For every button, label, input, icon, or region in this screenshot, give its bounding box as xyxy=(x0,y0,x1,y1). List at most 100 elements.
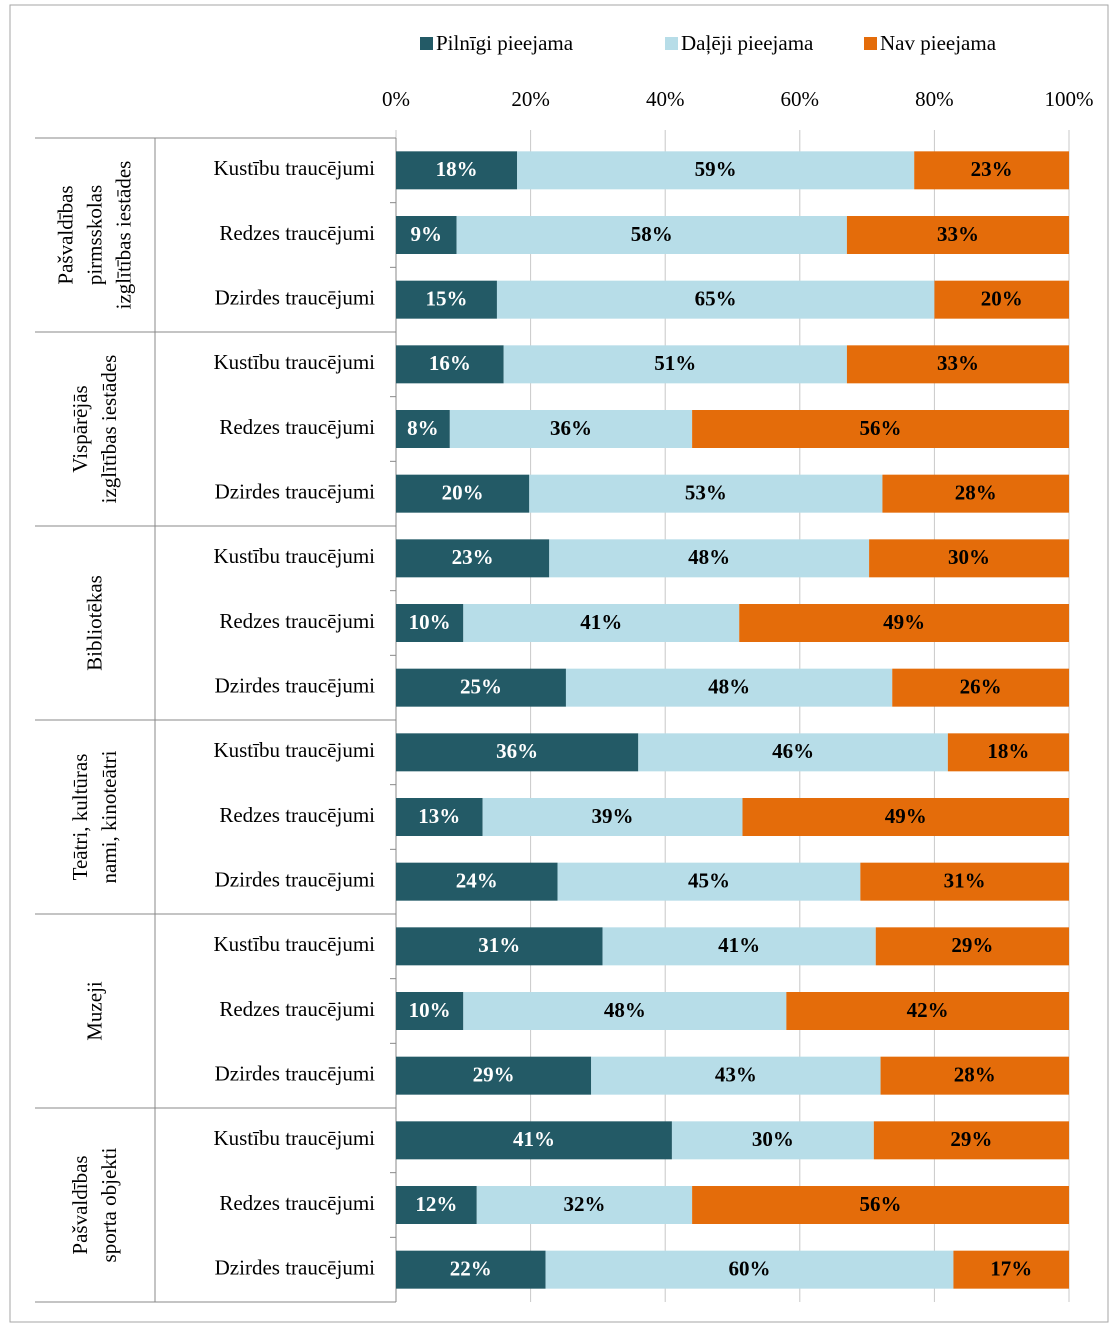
data-label: 20% xyxy=(442,480,484,504)
bar-segment xyxy=(476,1186,693,1224)
x-tick-label: 0% xyxy=(382,87,410,111)
data-label: 28% xyxy=(954,1062,996,1086)
data-label: 17% xyxy=(990,1256,1032,1280)
data-label: 32% xyxy=(563,1192,605,1216)
bar-segment xyxy=(638,733,948,772)
category-label: Dzirdes traucējumi xyxy=(215,867,376,891)
bar-segment xyxy=(953,1250,1069,1289)
bar-segment xyxy=(846,216,1069,254)
bar-segment xyxy=(882,474,1069,513)
bar-segment xyxy=(396,604,464,642)
data-label: 41% xyxy=(718,933,760,957)
bar-segment xyxy=(692,410,1069,448)
x-tick-label: 80% xyxy=(915,87,954,111)
legend-label: Daļēji pieejama xyxy=(681,31,814,55)
bar-segment xyxy=(396,798,483,836)
category-label: Redzes traucējumi xyxy=(219,997,375,1021)
bar-segment xyxy=(396,151,518,190)
bar-segment xyxy=(396,539,550,578)
bar-segment xyxy=(602,927,876,966)
bar-segment xyxy=(463,992,787,1030)
x-tick-label: 40% xyxy=(646,87,685,111)
bar-segment xyxy=(456,216,847,254)
bar-segment xyxy=(529,474,883,513)
bar-segment xyxy=(545,1250,954,1289)
bar-segment xyxy=(591,1056,881,1095)
x-tick-label: 100% xyxy=(1045,87,1094,111)
bar-segment xyxy=(482,798,743,836)
legend-swatch xyxy=(420,37,433,50)
data-label: 49% xyxy=(885,804,927,828)
bar-segment xyxy=(396,474,530,513)
category-label: Dzirdes traucējumi xyxy=(215,1061,376,1085)
data-label: 65% xyxy=(695,286,737,310)
data-label: 58% xyxy=(631,222,673,246)
bar-segment xyxy=(396,927,603,966)
group-label: Bibliotēkas xyxy=(82,575,107,671)
data-label: 24% xyxy=(456,868,498,892)
data-label: 18% xyxy=(436,157,478,181)
data-label: 25% xyxy=(460,674,502,698)
category-label: Kustību traucējumi xyxy=(213,544,375,568)
data-label: 33% xyxy=(937,351,979,375)
bar-segment xyxy=(671,1121,874,1160)
group-label: Teātri, kultūras nami, kinoteātri xyxy=(68,750,121,884)
group-label: Muzeji xyxy=(82,981,107,1041)
bar-segment xyxy=(396,1056,592,1095)
data-label: 36% xyxy=(496,739,538,763)
data-label: 26% xyxy=(960,674,1002,698)
data-label: 16% xyxy=(429,351,471,375)
bar-segment xyxy=(947,733,1069,772)
bar-segment xyxy=(396,1250,546,1289)
category-label: Redzes traucējumi xyxy=(219,415,375,439)
category-label: Kustību traucējumi xyxy=(213,932,375,956)
data-label: 45% xyxy=(688,868,730,892)
category-label: Dzirdes traucējumi xyxy=(215,673,376,697)
category-label: Redzes traucējumi xyxy=(219,609,375,633)
bar-segment xyxy=(565,668,893,707)
bar-segment xyxy=(914,151,1069,190)
data-label: 9% xyxy=(411,222,443,246)
data-label: 41% xyxy=(580,610,622,634)
data-label: 20% xyxy=(981,286,1023,310)
bar-segment xyxy=(786,992,1069,1030)
chart-border xyxy=(9,4,1109,1323)
bar-segment xyxy=(869,539,1069,578)
bar-segment xyxy=(396,992,464,1030)
category-label: Kustību traucējumi xyxy=(213,738,375,762)
bar-segment xyxy=(396,1121,672,1160)
category-label: Dzirdes traucējumi xyxy=(215,1255,376,1279)
data-label: 10% xyxy=(409,998,451,1022)
category-label: Redzes traucējumi xyxy=(219,1191,375,1215)
data-label: 23% xyxy=(452,545,494,569)
data-label: 28% xyxy=(955,480,997,504)
bar-segment xyxy=(517,151,915,190)
bar-segment xyxy=(892,668,1069,707)
legend-swatch xyxy=(665,37,678,50)
category-label: Kustību traucējumi xyxy=(213,1126,375,1150)
data-label: 41% xyxy=(513,1127,555,1151)
category-label: Kustību traucējumi xyxy=(213,156,375,180)
legend-label: Pilnīgi pieejama xyxy=(436,31,574,55)
group-label: Pašvaldības pirmsskolas izglītības iestā… xyxy=(53,160,136,310)
data-label: 13% xyxy=(418,804,460,828)
bar-segment xyxy=(557,862,861,901)
data-label: 39% xyxy=(592,804,634,828)
bar-segment xyxy=(396,1186,477,1224)
bar-segment xyxy=(396,345,504,384)
bar-segment xyxy=(549,539,870,578)
data-label: 10% xyxy=(409,610,451,634)
data-label: 18% xyxy=(987,739,1029,763)
bar-segment xyxy=(503,345,847,384)
group-label: Pašvaldības sporta objekti xyxy=(68,1147,121,1263)
bar-segment xyxy=(396,668,566,707)
data-label: 30% xyxy=(752,1127,794,1151)
bar-segment xyxy=(396,862,558,901)
data-label: 8% xyxy=(407,416,439,440)
bar-segment xyxy=(463,604,740,642)
legend-swatch xyxy=(864,37,877,50)
data-label: 48% xyxy=(688,545,730,569)
data-label: 59% xyxy=(695,157,737,181)
legend-label: Nav pieejama xyxy=(880,31,997,55)
